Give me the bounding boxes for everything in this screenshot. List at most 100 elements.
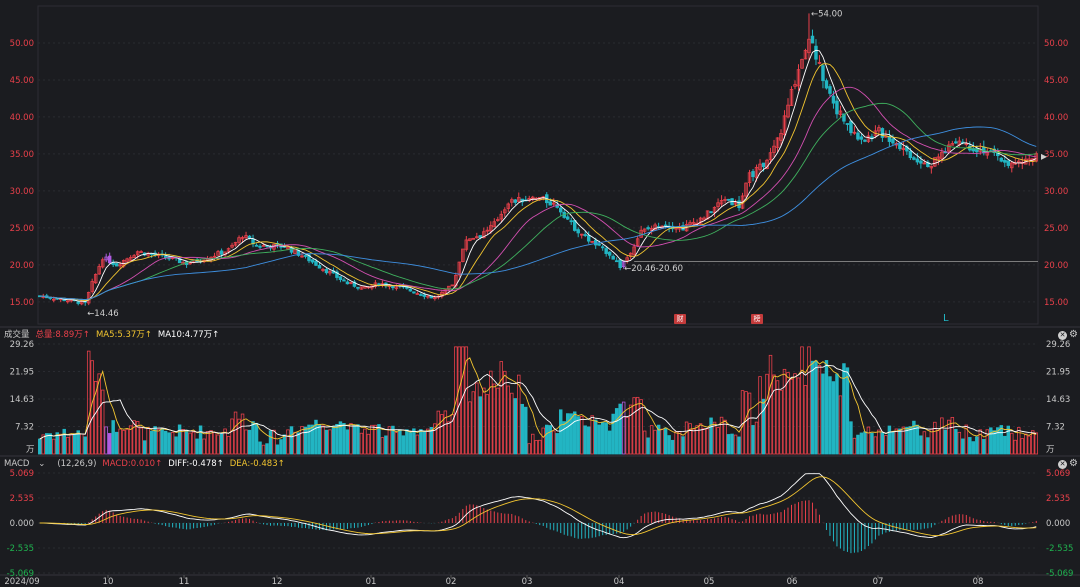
price-tick-left: 35.00: [10, 150, 34, 160]
volume-bar: [86, 350, 91, 455]
volume-bar: [978, 429, 983, 455]
volume-bar: [716, 427, 720, 455]
volume-bar: [167, 432, 171, 455]
volume-ma5-line: [39, 357, 1037, 440]
candle-body: [688, 222, 692, 226]
volume-bar: [391, 425, 395, 455]
volume-bar: [373, 424, 378, 455]
volume-bar: [870, 432, 874, 455]
candle-body: [139, 251, 143, 253]
volume-bar: [726, 434, 731, 455]
volume-bar: [251, 421, 255, 455]
volume-bar: [436, 410, 441, 455]
volume-bar: [817, 365, 822, 455]
volume-bar: [852, 437, 857, 455]
volume-bar: [464, 346, 469, 455]
candle-body: [230, 244, 234, 248]
volume-bar: [461, 346, 465, 455]
candle-body: [716, 202, 720, 207]
volume-settings-gear-icon[interactable]: ⚙: [1069, 329, 1078, 340]
volume-bar: [496, 387, 500, 455]
candle-body: [90, 281, 94, 292]
candle-body: [726, 198, 731, 201]
candle-body: [768, 152, 773, 161]
macd-settings-gear-icon[interactable]: ⚙: [1069, 458, 1078, 469]
volume-bar: [279, 439, 283, 455]
candle-body: [188, 262, 192, 265]
volume-bar: [492, 383, 497, 455]
volume-bar: [555, 433, 559, 455]
candle-body: [845, 123, 850, 125]
price-tick-right: 20.00: [1044, 261, 1068, 271]
volume-bar: [775, 380, 780, 455]
close-volume-panel-icon[interactable]: ✕: [1058, 331, 1067, 340]
volume-bar: [268, 430, 273, 455]
volume-bar: [884, 435, 888, 455]
macd-indicator-selector[interactable]: MACD ⌄: [4, 459, 51, 469]
volume-bar: [859, 432, 864, 455]
signal-marker[interactable]: L: [943, 313, 949, 324]
volume-bar: [803, 385, 808, 455]
volume-bar: [328, 429, 332, 455]
candle-body: [747, 172, 752, 183]
volume-bar: [307, 424, 311, 455]
candle-body: [901, 147, 906, 151]
volume-bar: [558, 409, 563, 455]
volume-bar: [1017, 427, 1021, 455]
macd-tick-right: 5.069: [1046, 469, 1070, 479]
volume-bar: [72, 433, 77, 455]
diff-value: DIFF:-0.478↑: [168, 459, 224, 469]
event-list-badge[interactable]: 榜: [751, 314, 763, 324]
candle-body: [719, 200, 724, 205]
volume-bar: [205, 431, 210, 455]
volume-bar: [597, 424, 601, 455]
range-annotation: ←20.46-20.60: [624, 264, 683, 274]
volume-bar: [247, 429, 252, 455]
volume-bar: [506, 385, 511, 455]
volume-bar: [146, 427, 150, 455]
volume-bar: [426, 428, 430, 455]
last-price-pointer: [1041, 153, 1047, 160]
volume-bar: [996, 427, 1000, 455]
candle-body: [261, 244, 266, 247]
volume-bar: [184, 429, 189, 455]
candle-body: [335, 271, 339, 278]
candle-body: [838, 110, 843, 116]
volume-bar: [849, 421, 853, 455]
volume-bar: [100, 389, 105, 455]
volume-bar: [527, 443, 531, 455]
candle-body: [317, 265, 322, 269]
volume-bar: [646, 437, 650, 455]
candle-body: [93, 274, 98, 284]
candle-body: [489, 225, 493, 232]
volume-bar: [810, 360, 815, 455]
volume-bar: [79, 433, 84, 455]
candle-body: [233, 241, 238, 246]
candle-body: [300, 255, 304, 258]
volume-bar: [377, 424, 381, 455]
dea-line: [39, 476, 1037, 536]
volume-bar: [538, 439, 542, 455]
volume-bar: [814, 360, 818, 455]
close-macd-panel-icon[interactable]: ✕: [1058, 460, 1067, 469]
candle-body: [503, 209, 507, 214]
volume-bar: [793, 373, 797, 455]
macd-tick-left: -2.535: [7, 544, 34, 554]
volume-bar: [38, 438, 42, 455]
candle-body: [52, 298, 56, 301]
volume-bar: [541, 427, 545, 455]
volume-bar: [677, 431, 682, 455]
volume-bar: [702, 428, 706, 455]
candle-body: [866, 135, 871, 142]
volume-bar: [160, 428, 164, 455]
candle-body: [212, 255, 217, 258]
volume-bar: [695, 425, 699, 455]
dea-value: DEA:-0.483↑: [229, 459, 285, 469]
volume-bar: [230, 418, 234, 455]
candle-body: [691, 221, 696, 225]
candle-body: [789, 88, 794, 106]
volume-bar: [286, 429, 290, 455]
macd-legend: MACD ⌄ (12,26,9) MACD:0.010↑ DIFF:-0.478↑ DE…: [4, 458, 291, 470]
event-earnings-badge[interactable]: 财: [674, 314, 686, 324]
